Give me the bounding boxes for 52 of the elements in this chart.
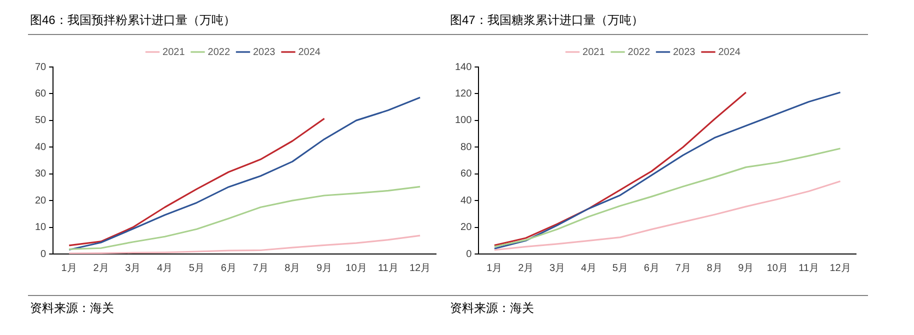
- x-tick-label: 3月: [550, 262, 566, 274]
- legend-label: 2022: [628, 46, 650, 58]
- y-tick-label: 40: [460, 195, 472, 206]
- x-tick-label: 2月: [93, 262, 109, 274]
- x-tick-label: 8月: [284, 262, 300, 274]
- x-tick-label: 6月: [220, 262, 236, 274]
- y-tick-label: 60: [460, 168, 472, 180]
- legend-label: 2021: [162, 46, 186, 58]
- x-tick-label: 4月: [580, 262, 597, 274]
- x-tick-label: 8月: [706, 262, 722, 274]
- x-tick-label: 11月: [798, 262, 820, 274]
- y-tick-label: 40: [35, 142, 47, 153]
- chart-title: 图46：我国预拌粉累计进口量（万吨）: [28, 8, 448, 35]
- x-tick-label: 9月: [738, 262, 754, 274]
- y-tick-label: 80: [460, 142, 472, 153]
- y-tick-label: 70: [35, 62, 47, 73]
- legend-label: 2024: [298, 46, 321, 58]
- y-tick-label: 20: [460, 222, 472, 234]
- legend-label: 2022: [208, 46, 230, 58]
- y-tick-label: 30: [35, 168, 47, 180]
- x-tick-label: 1月: [61, 262, 77, 274]
- x-tick-label: 7月: [675, 262, 691, 274]
- legend-label: 2023: [253, 46, 276, 58]
- x-tick-label: 10月: [346, 262, 367, 274]
- y-tick-label: 10: [35, 222, 47, 234]
- x-tick-label: 4月: [157, 262, 173, 274]
- x-tick-label: 3月: [125, 262, 141, 274]
- legend-label: 2024: [718, 46, 741, 58]
- y-tick-label: 60: [35, 88, 47, 100]
- x-tick-label: 7月: [252, 262, 268, 274]
- y-tick-label: 0: [40, 248, 47, 260]
- y-tick-label: 140: [454, 62, 472, 73]
- x-tick-label: 11月: [378, 262, 398, 274]
- y-tick-label: 120: [454, 88, 472, 100]
- x-tick-label: 5月: [188, 262, 204, 274]
- chart-title: 图47：我国糖浆累计进口量（万吨）: [448, 8, 868, 35]
- legend-label: 2023: [673, 46, 696, 58]
- x-tick-label: 9月: [316, 262, 332, 274]
- x-tick-label: 12月: [409, 262, 431, 274]
- x-tick-label: 6月: [644, 262, 660, 274]
- x-tick-label: 10月: [766, 262, 788, 274]
- x-tick-label: 1月: [486, 262, 502, 274]
- y-tick-label: 50: [35, 115, 47, 126]
- x-tick-label: 2月: [518, 262, 534, 274]
- x-tick-label: 12月: [830, 262, 851, 274]
- y-tick-label: 20: [35, 195, 47, 206]
- x-tick-label: 5月: [612, 262, 628, 274]
- y-tick-label: 0: [466, 248, 472, 260]
- text: 资料来源：海关: [28, 295, 448, 317]
- text: 资料来源：海关: [448, 295, 868, 317]
- y-tick-label: 100: [454, 115, 472, 126]
- legend-label: 2021: [582, 46, 606, 58]
